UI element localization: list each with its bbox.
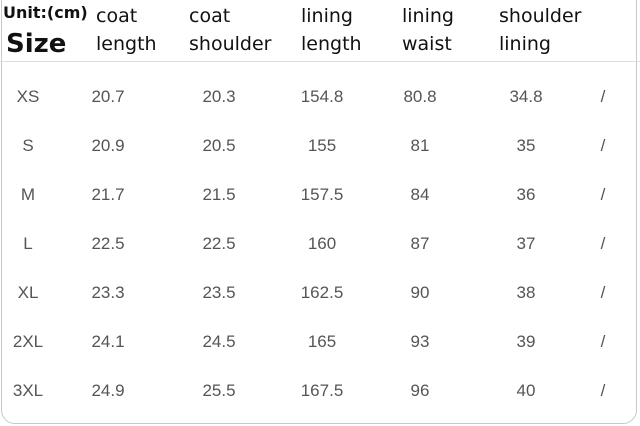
value-cell: 81 xyxy=(410,136,430,155)
column-header: shoulder xyxy=(189,33,272,55)
size-cell: XL xyxy=(17,283,39,302)
value-cell: / xyxy=(600,332,606,351)
value-cell: 96 xyxy=(410,381,430,400)
value-cell: / xyxy=(600,234,606,253)
value-cell: 165 xyxy=(307,332,337,351)
value-cell: 22.5 xyxy=(202,234,236,253)
value-cell: 157.5 xyxy=(300,185,344,204)
column-header: waist xyxy=(402,33,452,55)
value-cell: 20.7 xyxy=(91,87,125,106)
column-header: coat xyxy=(189,5,231,27)
value-cell: 20.3 xyxy=(202,87,236,106)
value-cell: 39 xyxy=(516,332,536,351)
value-cell: 154.8 xyxy=(300,87,344,106)
value-cell: 87 xyxy=(410,234,430,253)
value-cell: 24.5 xyxy=(202,332,236,351)
size-header: Size xyxy=(6,29,67,59)
value-cell: / xyxy=(600,136,606,155)
value-cell: 155 xyxy=(307,136,337,155)
value-cell: 160 xyxy=(307,234,337,253)
value-cell: 23.5 xyxy=(202,283,236,302)
unit-label: Unit:(cm) xyxy=(3,3,88,22)
column-header: length xyxy=(301,33,362,55)
value-cell: 40 xyxy=(516,381,536,400)
value-cell: 34.8 xyxy=(509,87,543,106)
value-cell: 37 xyxy=(516,234,536,253)
column-header: coat xyxy=(96,5,138,27)
header-rule xyxy=(0,61,640,62)
value-cell: 38 xyxy=(516,283,536,302)
size-cell: M xyxy=(20,185,36,204)
value-cell: 21.7 xyxy=(91,185,125,204)
value-cell: 20.9 xyxy=(91,136,125,155)
value-cell: 35 xyxy=(516,136,536,155)
column-header: shoulder xyxy=(499,5,582,27)
value-cell: / xyxy=(600,381,606,400)
column-header: length xyxy=(96,33,157,55)
size-cell: XS xyxy=(16,87,40,106)
column-header: lining xyxy=(499,33,551,55)
value-cell: 90 xyxy=(410,283,430,302)
value-cell: 80.8 xyxy=(403,87,437,106)
value-cell: 167.5 xyxy=(300,381,344,400)
column-header: lining xyxy=(402,5,454,27)
value-cell: 93 xyxy=(410,332,430,351)
size-cell: 3XL xyxy=(12,381,44,400)
value-cell: / xyxy=(600,185,606,204)
value-cell: / xyxy=(600,87,606,106)
value-cell: 23.3 xyxy=(91,283,125,302)
value-cell: / xyxy=(600,283,606,302)
value-cell: 84 xyxy=(410,185,430,204)
value-cell: 22.5 xyxy=(91,234,125,253)
size-cell: 2XL xyxy=(12,332,44,351)
value-cell: 24.9 xyxy=(91,381,125,400)
size-cell: S xyxy=(22,136,34,155)
value-cell: 21.5 xyxy=(202,185,236,204)
size-cell: L xyxy=(23,234,33,253)
value-cell: 24.1 xyxy=(91,332,125,351)
value-cell: 162.5 xyxy=(300,283,344,302)
value-cell: 36 xyxy=(516,185,536,204)
value-cell: 20.5 xyxy=(202,136,236,155)
column-header: lining xyxy=(301,5,353,27)
value-cell: 25.5 xyxy=(202,381,236,400)
